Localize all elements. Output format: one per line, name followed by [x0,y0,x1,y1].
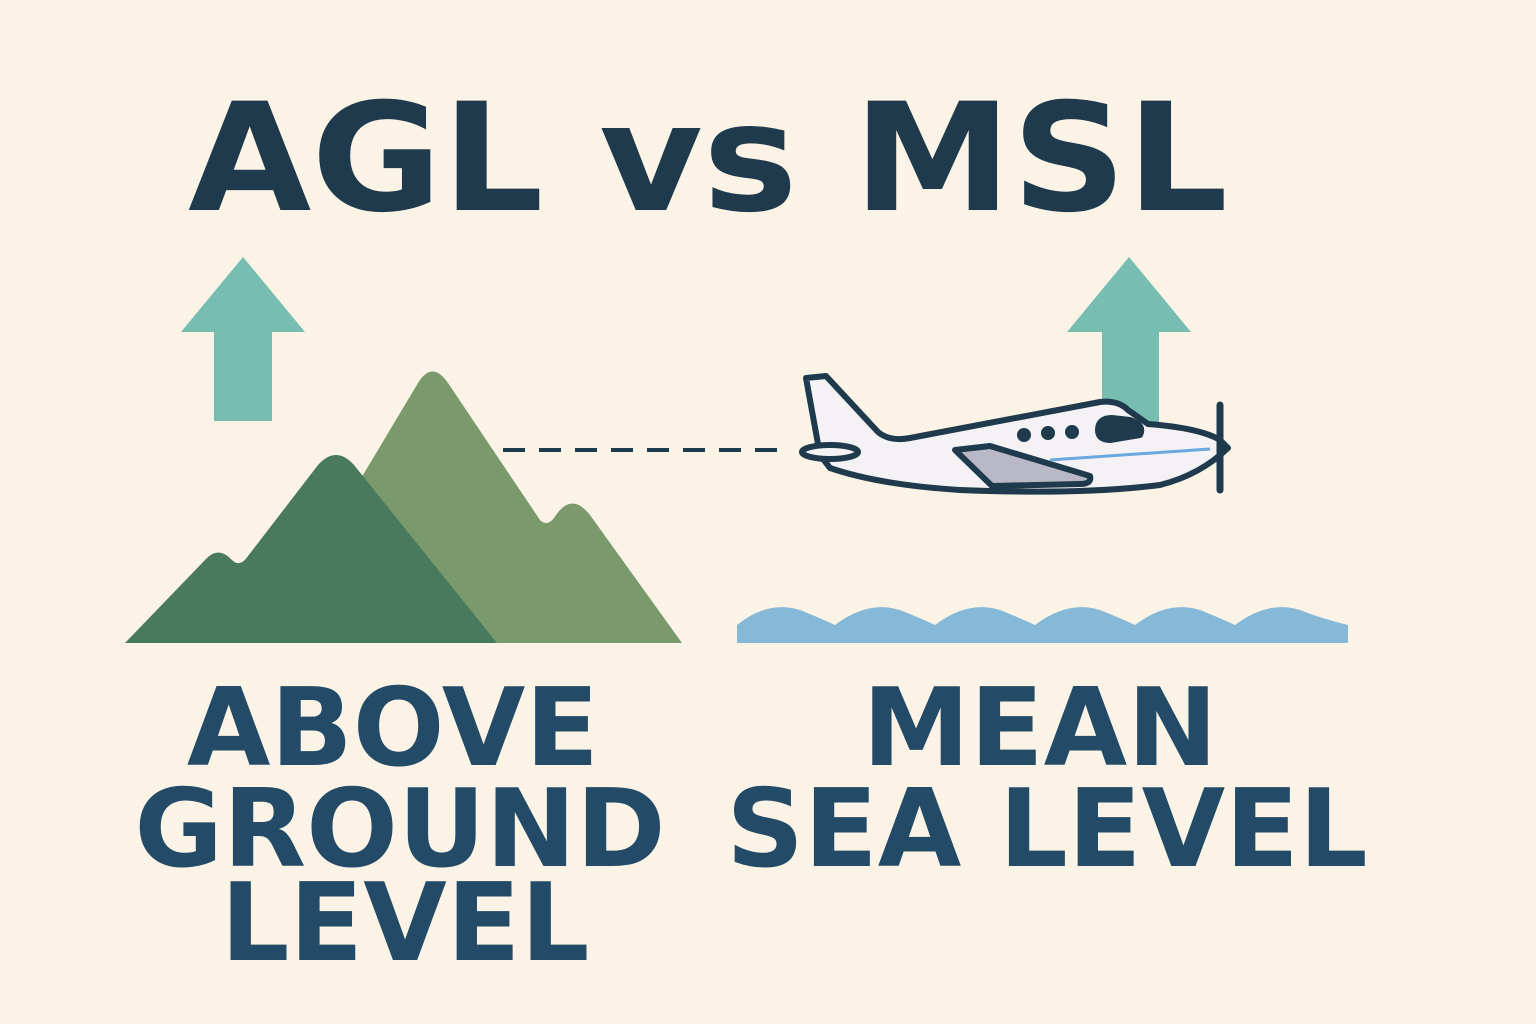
agl-label-line-3: LEVEL [221,861,590,986]
mountain-icon [125,371,682,643]
agl-label-line-1: ABOVE [187,666,599,791]
up-arrow-icon [1067,257,1191,425]
sea-waves-icon [737,607,1348,643]
up-arrow-icon [181,257,305,421]
msl-label: MEAN SEA LEVEL [726,666,1368,892]
page-title: AGL vs MSL [188,72,1228,246]
msl-label-line-1: MEAN [862,666,1217,791]
airplane-stripe [1049,447,1211,462]
agl-label: ABOVE GROUND LEVEL [134,666,665,986]
msl-label-line-2: SEA LEVEL [726,767,1368,892]
airplane-windows [1017,425,1079,442]
airplane-icon [799,373,1231,495]
agl-label-line-2: GROUND [134,767,665,892]
